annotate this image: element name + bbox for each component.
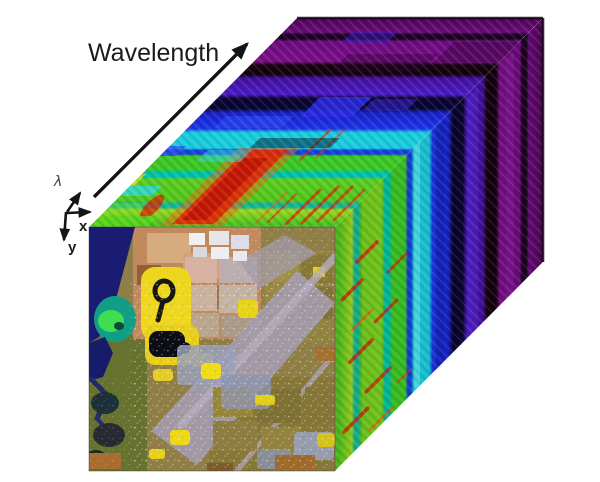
satellite-image-face [89,227,335,471]
face-patch [89,337,113,381]
cube-front-face [88,226,336,472]
y-axis-label: y [68,239,77,256]
face-patch [129,283,335,471]
wavelength-annotation: Wavelength [88,39,249,199]
face-patch [189,233,205,245]
cube-top-face [89,18,543,227]
face-patch [229,227,335,297]
face-patch [89,377,149,471]
hyperspectral-cube [88,16,545,472]
wavelength-label: Wavelength [88,39,219,67]
face-patch [211,247,229,259]
face-patch [89,18,543,227]
wavelength-arrow [92,42,249,199]
x-axis-label: x [79,218,88,235]
face-patch [193,247,207,257]
y-axis-arrow [59,211,71,243]
face-patch [114,322,124,330]
lambda-axis-arrow [65,191,82,213]
lambda-axis-label: λ [53,174,62,190]
x-axis-arrow [66,207,93,218]
face-patch [380,418,406,444]
face-patch [209,231,229,245]
front-face-border [88,226,336,472]
cube-right-face [335,18,543,471]
face-patch [406,406,422,422]
face-patch [335,18,543,471]
axis-triad: λ x y [53,174,93,256]
